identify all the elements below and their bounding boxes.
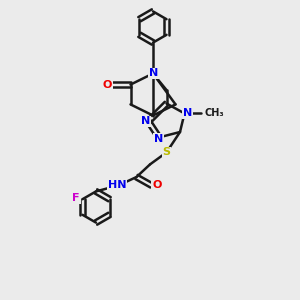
- Text: N: N: [183, 108, 192, 118]
- Text: N: N: [141, 116, 150, 127]
- Text: N: N: [149, 68, 158, 79]
- Text: N: N: [154, 134, 163, 144]
- Text: O: O: [152, 180, 162, 190]
- Text: HN: HN: [108, 180, 126, 190]
- Text: F: F: [72, 193, 80, 203]
- Text: S: S: [163, 147, 170, 158]
- Text: O: O: [102, 80, 112, 90]
- Text: CH₃: CH₃: [205, 108, 224, 118]
